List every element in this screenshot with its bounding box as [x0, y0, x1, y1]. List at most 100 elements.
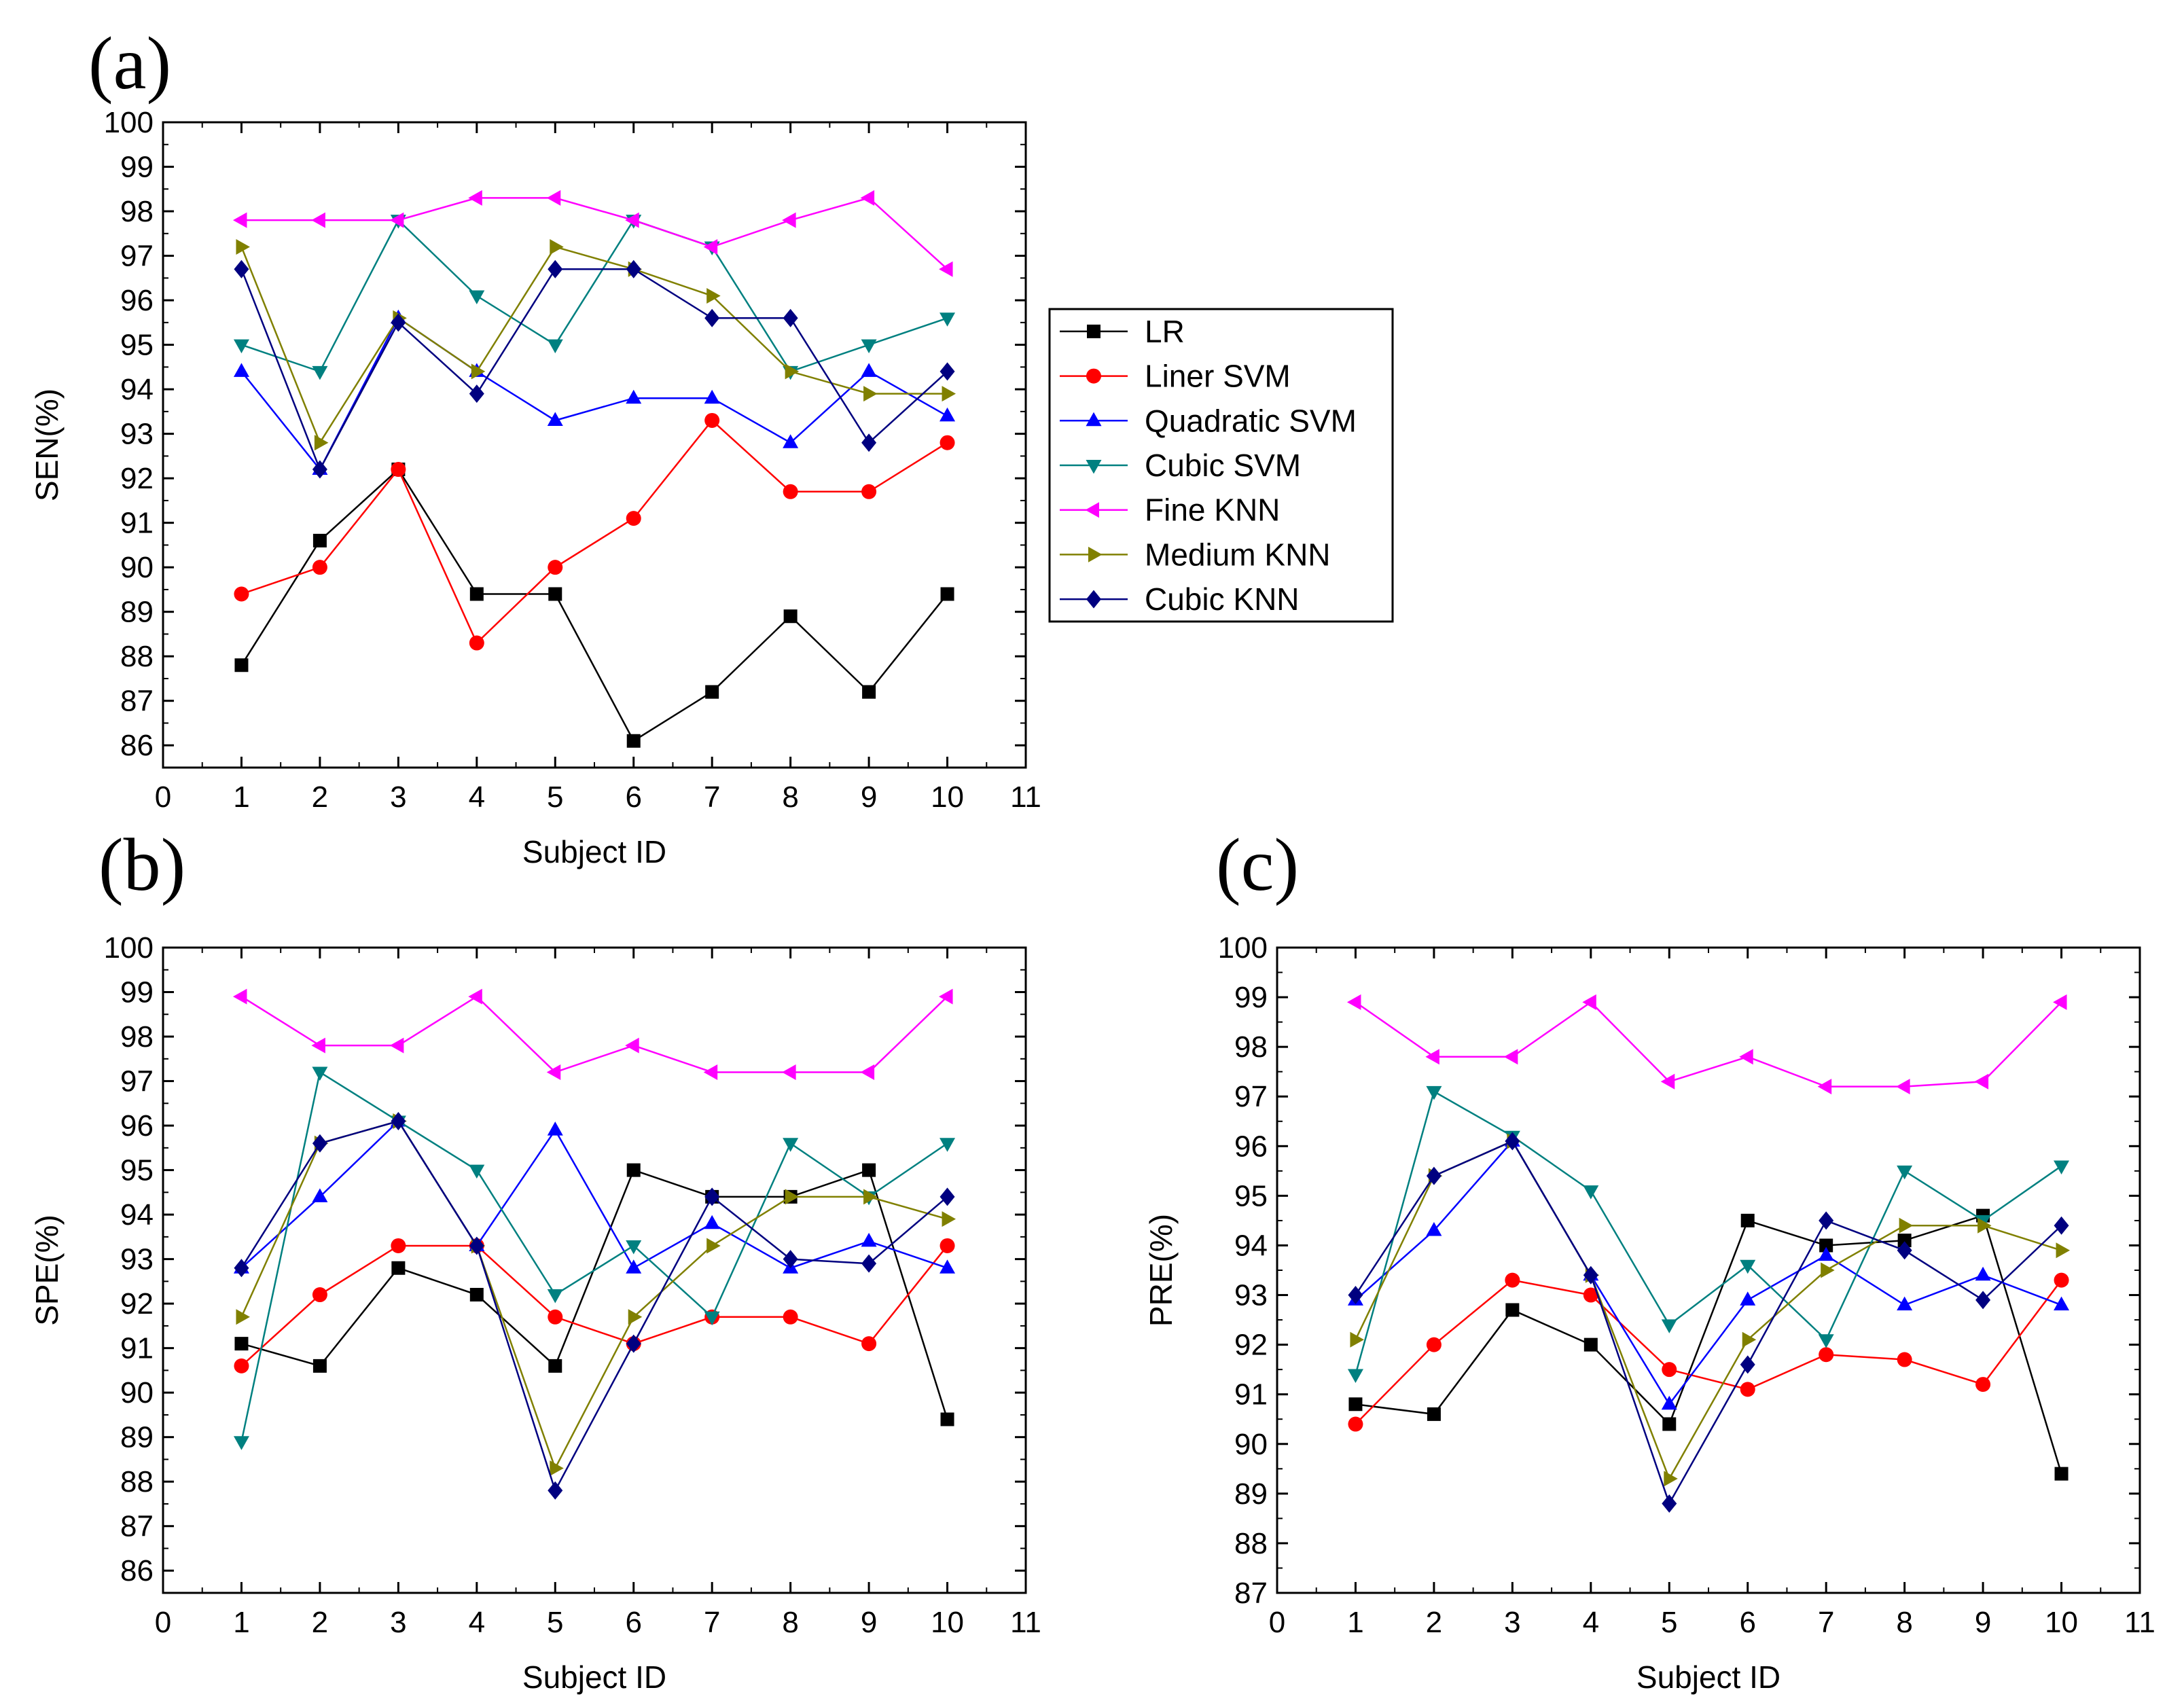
series-line	[1355, 1140, 2062, 1506]
y-tick-label: 89	[1234, 1477, 1268, 1511]
y-tick-label: 94	[120, 1198, 154, 1232]
legend-item: Fine KNN	[1060, 492, 1280, 528]
legend-label: Medium KNN	[1145, 537, 1331, 572]
data-point	[861, 339, 877, 354]
data-point	[783, 484, 798, 499]
data-point	[1897, 1352, 1912, 1367]
data-point	[469, 635, 484, 651]
data-point	[861, 363, 877, 377]
data-point	[236, 1309, 250, 1325]
series-liner-svm	[234, 412, 955, 651]
data-point	[704, 1215, 720, 1229]
data-point	[1503, 1049, 1518, 1065]
data-point	[389, 1037, 404, 1054]
data-point	[626, 1163, 641, 1177]
legend-label: Cubic SVM	[1145, 448, 1301, 483]
data-point	[1348, 1416, 1363, 1432]
data-point	[548, 560, 563, 575]
y-tick-label: 100	[104, 931, 154, 965]
data-point	[1977, 1217, 1992, 1234]
y-axis-b: 86 87 88 89 90 91 92 93 94 95 96 97 98 99 100	[104, 931, 1026, 1594]
series-line	[241, 219, 948, 373]
x-tick-label: 0	[155, 1606, 171, 1639]
data-point	[1662, 1362, 1677, 1378]
data-point	[550, 238, 564, 255]
data-point	[939, 1259, 956, 1274]
x-tick-label: 6	[625, 780, 641, 814]
x-axis-b: 0 1 2 3 4 5 6 7 8 9 10 11	[155, 948, 1041, 1639]
y-tick-label: 96	[1234, 1130, 1268, 1163]
y-tick-label: 93	[1234, 1279, 1268, 1312]
x-axis-a: 0 1 2 3 4 5 6 7 8 9 10 11	[155, 122, 1041, 814]
data-point	[939, 988, 953, 1005]
data-point	[1427, 1407, 1441, 1421]
data-point	[705, 685, 719, 699]
data-point	[550, 1460, 564, 1477]
y-tick-label: 91	[120, 1332, 154, 1365]
data-point	[704, 1311, 720, 1326]
y-tick-label: 88	[120, 640, 154, 673]
legend-marker	[1087, 324, 1100, 338]
data-point	[1897, 1296, 1913, 1311]
data-point	[233, 1436, 249, 1450]
series-lr	[234, 1163, 954, 1426]
series-cubic-knn	[1348, 1132, 2069, 1513]
data-point	[234, 259, 249, 278]
y-tick-label: 91	[1234, 1378, 1268, 1412]
y-tick-label: 98	[120, 1020, 154, 1054]
data-point	[234, 1337, 249, 1351]
data-point	[548, 1359, 562, 1373]
chart-panel-a: (a)0 1 2 3 4 5 6 7 8 9 10 1186878889909192939495969…	[29, 22, 1041, 869]
x-tick-label: 7	[704, 1606, 720, 1639]
data-point	[1739, 1049, 1753, 1065]
data-point	[232, 988, 247, 1005]
data-point	[391, 1112, 406, 1131]
x-tick-label: 8	[782, 780, 798, 814]
data-point	[1899, 1217, 1914, 1234]
data-point	[314, 435, 329, 451]
data-point	[625, 1037, 639, 1054]
y-tick-label: 87	[120, 685, 154, 718]
data-point	[782, 212, 796, 228]
y-axis-a: 86 87 88 89 90 91 92 93 94 95 96 97 98 99 100	[104, 106, 1026, 768]
panel-label-a: (a)	[88, 22, 171, 105]
x-tick-label: 4	[469, 780, 485, 814]
y-tick-label: 99	[1234, 981, 1268, 1014]
data-point	[626, 1240, 642, 1255]
legend-item: Liner SVM	[1060, 359, 1291, 394]
data-point	[1819, 1238, 1833, 1253]
data-point	[389, 212, 404, 228]
data-point	[942, 386, 956, 402]
data-point	[704, 389, 720, 404]
data-point	[1821, 1262, 1835, 1278]
y-tick-label: 97	[120, 240, 154, 273]
data-point	[1897, 1234, 1912, 1248]
data-point	[312, 460, 327, 479]
data-point	[1426, 1166, 1442, 1185]
y-tick-label: 97	[120, 1065, 154, 1098]
series-line	[241, 1168, 948, 1420]
data-point	[939, 261, 953, 277]
data-point	[236, 238, 250, 255]
data-point	[704, 412, 720, 428]
x-tick-label: 2	[312, 1606, 328, 1639]
data-point	[234, 586, 249, 602]
data-point	[469, 1236, 484, 1255]
data-point	[391, 1238, 406, 1253]
x-tick-label: 4	[1583, 1606, 1599, 1639]
data-point	[1505, 1132, 1520, 1151]
data-point	[706, 288, 721, 304]
x-axis-title-c: Subject ID	[1636, 1659, 1780, 1695]
data-point	[547, 339, 563, 354]
data-point	[234, 658, 249, 672]
data-point	[547, 1289, 563, 1304]
series-line	[1355, 1279, 2062, 1425]
legend-item: Quadratic SVM	[1060, 403, 1357, 438]
data-point	[1818, 1334, 1834, 1348]
legend-marker	[1088, 546, 1103, 562]
data-point	[862, 685, 876, 699]
data-point	[1660, 1073, 1675, 1090]
data-point	[1817, 1079, 1832, 1095]
x-tick-label: 1	[233, 1606, 249, 1639]
data-point	[312, 1287, 327, 1303]
